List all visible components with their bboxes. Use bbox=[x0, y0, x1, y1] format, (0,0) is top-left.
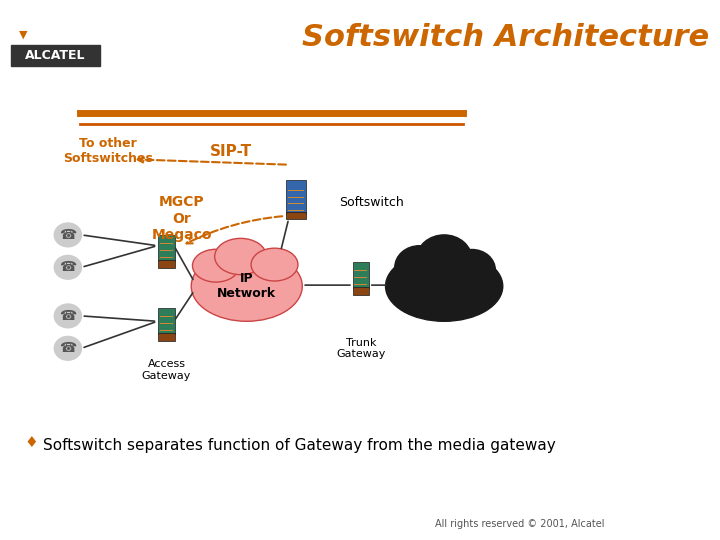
Bar bbox=[288, 210, 304, 211]
Bar bbox=[160, 250, 173, 251]
Text: SIP-T: SIP-T bbox=[210, 144, 253, 159]
Bar bbox=[354, 277, 367, 278]
FancyBboxPatch shape bbox=[353, 261, 369, 288]
Bar bbox=[160, 330, 173, 331]
Text: Trunk
Gateway: Trunk Gateway bbox=[336, 338, 386, 359]
Text: IP
Network: IP Network bbox=[217, 272, 276, 300]
Ellipse shape bbox=[215, 238, 266, 275]
FancyBboxPatch shape bbox=[158, 234, 175, 261]
FancyBboxPatch shape bbox=[158, 333, 175, 341]
FancyBboxPatch shape bbox=[287, 212, 306, 219]
FancyBboxPatch shape bbox=[353, 287, 369, 295]
Text: Access
Gateway: Access Gateway bbox=[142, 359, 192, 381]
Text: Softswitch Architecture: Softswitch Architecture bbox=[302, 23, 709, 52]
Ellipse shape bbox=[385, 251, 503, 321]
Bar bbox=[288, 190, 304, 191]
FancyBboxPatch shape bbox=[158, 260, 175, 268]
Circle shape bbox=[54, 336, 81, 360]
Bar bbox=[160, 316, 173, 317]
Bar bbox=[160, 323, 173, 324]
Text: ☎: ☎ bbox=[59, 260, 76, 274]
FancyBboxPatch shape bbox=[11, 45, 100, 66]
Text: To other
Softswitches: To other Softswitches bbox=[63, 137, 153, 165]
Circle shape bbox=[54, 223, 81, 247]
Circle shape bbox=[416, 235, 472, 284]
Ellipse shape bbox=[192, 249, 239, 282]
Text: ALCATEL: ALCATEL bbox=[25, 49, 86, 62]
Text: All rights reserved © 2001, Alcatel: All rights reserved © 2001, Alcatel bbox=[435, 519, 605, 529]
Text: Softswitch: Softswitch bbox=[339, 196, 404, 209]
Text: Softswitch separates function of Gateway from the media gateway: Softswitch separates function of Gateway… bbox=[43, 438, 556, 453]
Bar bbox=[354, 284, 367, 285]
Circle shape bbox=[54, 255, 81, 279]
Text: ▼: ▼ bbox=[19, 30, 27, 40]
FancyBboxPatch shape bbox=[158, 308, 175, 334]
Text: ☎: ☎ bbox=[59, 228, 76, 242]
Ellipse shape bbox=[192, 251, 302, 321]
Circle shape bbox=[54, 304, 81, 328]
Bar bbox=[288, 203, 304, 204]
Text: MGCP
Or
Megaco: MGCP Or Megaco bbox=[152, 195, 212, 242]
Text: ☎: ☎ bbox=[59, 309, 76, 323]
Text: ☎: ☎ bbox=[59, 341, 76, 355]
Circle shape bbox=[449, 249, 495, 291]
FancyBboxPatch shape bbox=[287, 180, 306, 214]
Bar bbox=[160, 257, 173, 258]
Ellipse shape bbox=[251, 248, 298, 281]
Text: ♦: ♦ bbox=[24, 435, 38, 450]
Circle shape bbox=[395, 246, 444, 289]
Bar bbox=[160, 243, 173, 244]
Bar bbox=[354, 270, 367, 271]
Bar bbox=[288, 197, 304, 198]
